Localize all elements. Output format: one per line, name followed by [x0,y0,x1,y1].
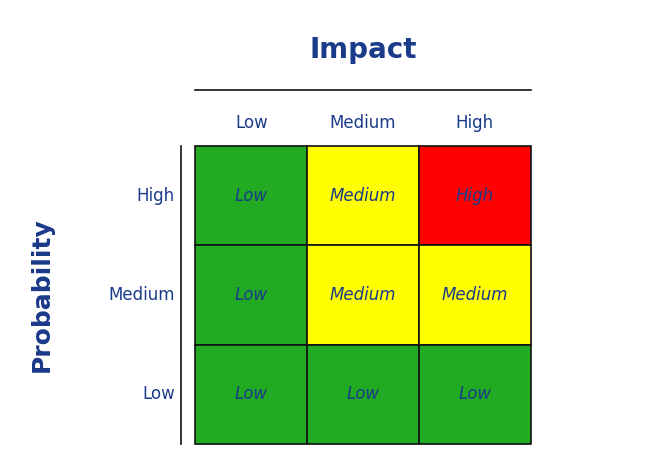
Text: High: High [455,114,494,132]
Text: Medium: Medium [330,114,396,132]
Text: Probability: Probability [30,218,54,372]
Text: Low: Low [235,286,268,304]
Text: Medium: Medium [330,286,396,304]
Text: Low: Low [235,385,268,403]
Text: Medium: Medium [108,286,175,304]
Text: Low: Low [346,385,380,403]
Text: Low: Low [235,114,268,132]
Text: High: High [137,187,175,205]
Text: Impact: Impact [309,35,417,64]
Text: Medium: Medium [330,187,396,205]
Text: Low: Low [235,187,268,205]
Text: Medium: Medium [441,286,508,304]
Text: Low: Low [458,385,491,403]
Text: Low: Low [142,385,175,403]
Text: High: High [455,187,494,205]
